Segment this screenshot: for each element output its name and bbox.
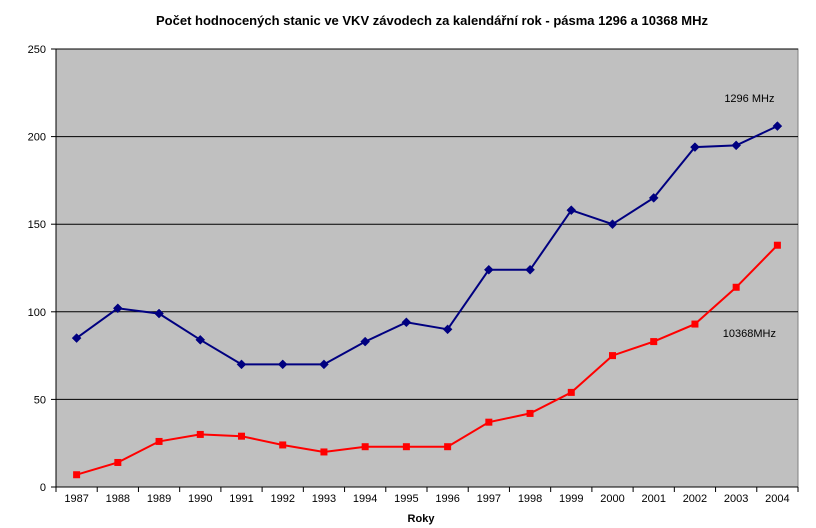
x-tick-label: 1998 bbox=[518, 493, 542, 505]
data-point bbox=[277, 359, 288, 370]
data-point bbox=[196, 430, 204, 438]
x-axis: 1987 1988 1989 1990 1991 1992 1993 1994 1995 1996… bbox=[55, 486, 799, 505]
data-point bbox=[609, 352, 616, 360]
data-point bbox=[361, 443, 369, 451]
data-point bbox=[360, 336, 371, 347]
y-tick-label: 100 bbox=[28, 307, 46, 319]
x-tick-label: 1995 bbox=[394, 493, 418, 505]
x-tick-label: 1990 bbox=[188, 493, 212, 505]
chart-title: Počet hodnocených stanic ve VKV závodech… bbox=[156, 13, 708, 28]
data-point bbox=[773, 241, 781, 249]
series-line bbox=[76, 244, 779, 476]
x-tick-label: 2002 bbox=[683, 493, 707, 505]
data-point bbox=[567, 388, 575, 396]
data-point bbox=[732, 283, 740, 291]
data-point bbox=[526, 409, 534, 417]
series-0 bbox=[71, 121, 783, 370]
x-tick-label: 1988 bbox=[106, 493, 130, 505]
series-1 bbox=[73, 241, 781, 479]
x-tick-label: 2000 bbox=[600, 493, 624, 505]
data-point bbox=[772, 121, 783, 131]
x-tick-label: 1993 bbox=[312, 493, 336, 505]
y-tick-label: 200 bbox=[28, 132, 46, 144]
data-point bbox=[402, 443, 410, 451]
data-point bbox=[238, 432, 245, 440]
data-point bbox=[444, 443, 452, 451]
data-point bbox=[112, 303, 123, 314]
plot-area bbox=[55, 48, 799, 488]
x-tick-label: 1997 bbox=[477, 493, 501, 505]
data-point bbox=[650, 338, 658, 346]
y-tick-label: 150 bbox=[28, 219, 46, 231]
data-point bbox=[154, 308, 164, 319]
data-point bbox=[442, 324, 453, 335]
x-tick-label: 1987 bbox=[64, 493, 88, 505]
data-point bbox=[607, 219, 618, 230]
series-label: 10368MHz bbox=[723, 328, 776, 340]
series-line bbox=[76, 125, 778, 366]
x-tick-label: 2001 bbox=[641, 493, 665, 505]
data-point bbox=[114, 458, 122, 466]
data-point bbox=[525, 264, 535, 275]
series-label: 1296 MHz bbox=[724, 93, 774, 105]
data-point bbox=[401, 317, 412, 328]
x-tick-label: 1994 bbox=[353, 493, 377, 505]
data-point bbox=[319, 359, 329, 370]
y-tick-label: 0 bbox=[40, 482, 46, 494]
data-point bbox=[566, 205, 577, 216]
data-point bbox=[236, 359, 247, 370]
data-point bbox=[483, 264, 494, 275]
data-point bbox=[279, 441, 287, 449]
data-point bbox=[648, 193, 659, 203]
x-tick-label: 1996 bbox=[435, 493, 459, 505]
x-tick-label: 1991 bbox=[229, 493, 253, 505]
data-point bbox=[691, 320, 699, 328]
y-tick-label: 250 bbox=[28, 44, 46, 56]
x-tick-label: 1999 bbox=[559, 493, 583, 505]
data-point bbox=[485, 418, 493, 426]
data-point bbox=[195, 334, 206, 345]
x-tick-label: 1992 bbox=[270, 493, 294, 505]
y-axis: 0 50 100 150 200 250 bbox=[28, 44, 57, 494]
gridlines bbox=[56, 48, 798, 400]
x-tick-label: 1989 bbox=[147, 493, 171, 505]
data-point bbox=[690, 142, 700, 152]
data-point bbox=[320, 448, 328, 456]
x-axis-title: Roky bbox=[408, 513, 436, 525]
data-point bbox=[73, 471, 81, 479]
x-tick-label: 2004 bbox=[765, 493, 789, 505]
data-point bbox=[71, 333, 82, 343]
series-layer: 1296 MHz 10368MHz bbox=[71, 93, 783, 479]
data-point bbox=[731, 140, 742, 151]
y-tick-label: 50 bbox=[34, 394, 46, 406]
data-point bbox=[155, 437, 163, 445]
x-tick-label: 2003 bbox=[724, 493, 748, 505]
